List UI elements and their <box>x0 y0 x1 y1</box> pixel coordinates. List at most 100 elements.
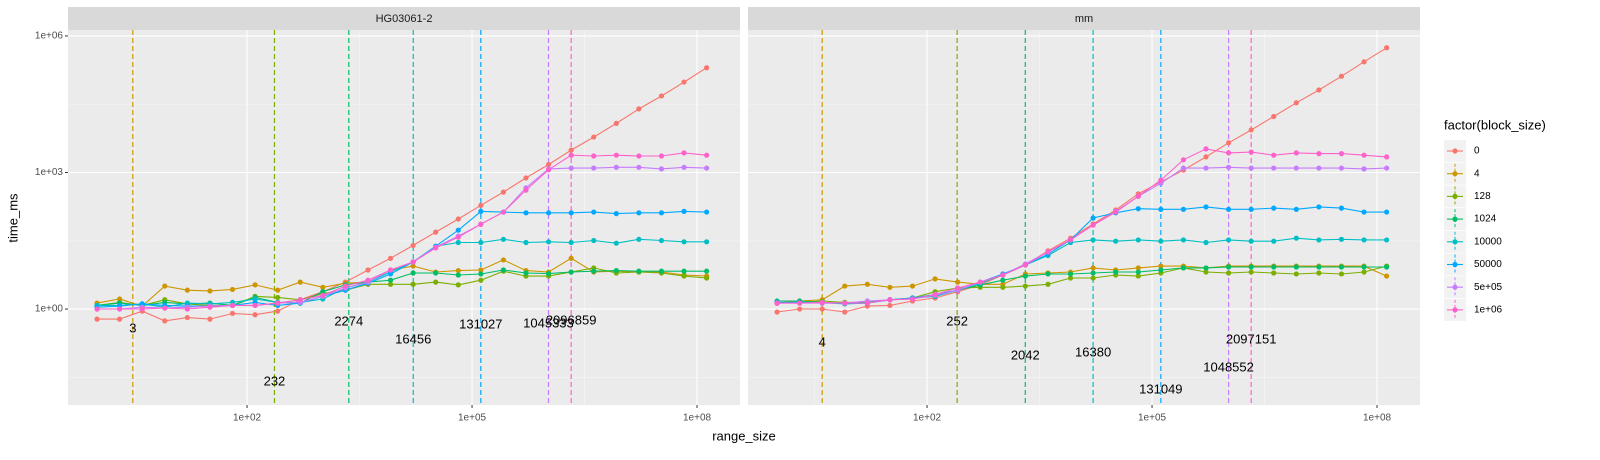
series-line <box>776 47 1387 313</box>
data-point <box>842 300 848 306</box>
data-point <box>1338 264 1345 270</box>
data-point <box>681 239 687 245</box>
data-point <box>1203 154 1209 160</box>
data-point <box>523 187 529 193</box>
data-point <box>1158 206 1164 212</box>
data-point <box>387 271 394 277</box>
data-point <box>1090 265 1096 271</box>
data-point <box>1338 205 1345 211</box>
data-point <box>117 316 123 322</box>
y-axis-label: time_ms <box>5 193 20 243</box>
data-point <box>1248 238 1254 244</box>
data-point <box>500 189 507 195</box>
data-point <box>94 316 100 322</box>
data-point <box>1158 238 1164 244</box>
data-point <box>252 312 258 318</box>
data-point <box>636 268 642 274</box>
reference-label: 2096859 <box>546 312 597 327</box>
data-point <box>455 216 461 222</box>
x-axis-label: range_size <box>712 428 776 443</box>
series-line <box>776 265 1387 304</box>
data-point <box>1000 277 1006 283</box>
data-point <box>207 288 213 294</box>
data-point <box>1045 271 1051 277</box>
data-point <box>658 153 665 159</box>
data-point <box>636 153 642 159</box>
data-point <box>1090 215 1096 221</box>
data-point <box>591 268 597 274</box>
legend-title: factor(block_size) <box>1444 117 1546 132</box>
data-point <box>1271 152 1277 158</box>
legend-entry: 5e+05 <box>1444 276 1503 299</box>
data-point <box>887 302 893 309</box>
data-point <box>658 166 665 172</box>
data-point <box>1316 204 1322 210</box>
data-point <box>591 209 597 215</box>
data-point <box>387 281 394 287</box>
reference-label: 131049 <box>1139 381 1182 396</box>
legend-label: 1024 <box>1474 214 1497 225</box>
data-point <box>819 306 825 312</box>
data-point <box>568 165 574 171</box>
series-line <box>97 67 707 322</box>
data-point <box>1113 238 1119 244</box>
data-point <box>681 268 687 274</box>
legend-key-point <box>1452 216 1458 222</box>
data-point <box>636 210 642 216</box>
data-point <box>568 152 574 158</box>
data-point <box>591 134 597 140</box>
data-point <box>1000 284 1006 290</box>
data-point <box>1316 237 1322 243</box>
data-point <box>932 276 938 282</box>
reference-label: 1048552 <box>1203 359 1254 374</box>
data-point <box>478 277 484 283</box>
data-point <box>184 314 190 321</box>
x-tick-label: 1e+05 <box>1138 413 1167 424</box>
data-point <box>252 282 258 288</box>
data-point <box>681 150 687 156</box>
data-point <box>1090 222 1096 228</box>
data-point <box>797 300 803 306</box>
data-point <box>1203 265 1209 271</box>
data-point <box>545 161 552 168</box>
data-point <box>523 175 529 181</box>
panel-background <box>748 30 1420 405</box>
data-point <box>387 267 394 273</box>
data-point <box>613 240 619 246</box>
data-point <box>1090 275 1096 281</box>
reference-label: 131027 <box>459 316 502 331</box>
data-point <box>955 285 961 291</box>
data-point <box>1384 45 1390 51</box>
data-point <box>1045 281 1051 287</box>
data-point <box>1293 165 1299 171</box>
data-point <box>704 239 710 245</box>
data-point <box>1067 275 1074 281</box>
reference-label: 252 <box>946 313 968 328</box>
data-point <box>887 297 893 303</box>
data-point <box>1293 235 1299 241</box>
data-point <box>1384 273 1390 279</box>
legend-label: 5e+05 <box>1474 282 1503 293</box>
data-point <box>207 316 213 322</box>
data-point <box>252 302 258 309</box>
data-point <box>184 287 190 293</box>
data-point <box>1271 113 1277 120</box>
data-point <box>1090 270 1096 276</box>
data-point <box>1293 150 1299 156</box>
reference-label: 232 <box>264 373 286 388</box>
legend-key-point <box>1452 307 1458 313</box>
legend-entry: 1024 <box>1444 208 1497 231</box>
data-point <box>229 302 236 309</box>
data-point <box>1248 165 1254 171</box>
data-point <box>613 152 619 158</box>
data-point <box>433 270 439 276</box>
data-point <box>1361 269 1367 275</box>
data-point <box>1067 271 1074 277</box>
data-point <box>455 282 461 288</box>
data-point <box>387 277 394 283</box>
data-point <box>1225 264 1232 270</box>
data-point <box>1316 264 1322 270</box>
data-point <box>1271 165 1277 171</box>
data-point <box>523 270 529 276</box>
